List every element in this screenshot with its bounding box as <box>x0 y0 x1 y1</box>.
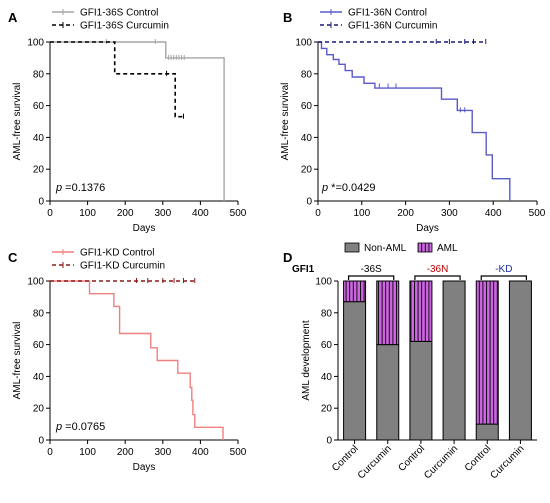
group-label: -36N <box>427 264 449 275</box>
y-tick-label: 0 <box>38 197 44 208</box>
x-tick-label: 500 <box>230 447 247 458</box>
group-bracket <box>480 275 528 280</box>
x-tick-label: Curcumin <box>422 443 460 481</box>
y-tick-label: 100 <box>295 38 312 49</box>
p-value-annotation: p =0.1376 <box>55 182 105 194</box>
y-tick-label: 100 <box>27 277 44 288</box>
x-tick-label: 300 <box>154 208 171 219</box>
legend-swatch-aml <box>417 242 433 253</box>
panel-label-c: C <box>8 250 18 265</box>
x-tick-label: 0 <box>47 208 53 219</box>
survival-curve-control <box>50 41 225 201</box>
x-tick-label: 100 <box>79 447 96 458</box>
x-tick-label: Control <box>463 443 494 474</box>
legend-label: GFI1-36S Control <box>80 8 158 19</box>
y-tick-label: 40 <box>321 372 333 383</box>
x-tick-label: Curcumin <box>488 443 526 481</box>
y-tick-label: 80 <box>33 69 45 80</box>
x-tick-label: 200 <box>397 208 414 219</box>
y-tick-label: 0 <box>38 436 44 447</box>
panel-label-b: B <box>283 10 292 25</box>
bar-non-aml <box>376 344 400 441</box>
km-panel-b: 0 20 40 60 80 100 0 100 200 300 400 500 Days AML-free… <box>280 8 546 235</box>
x-tick-label: Control <box>330 443 361 474</box>
group-label: -36S <box>361 264 382 275</box>
x-axis-label: Days <box>133 223 156 234</box>
y-tick-label: 80 <box>321 308 333 319</box>
x-tick-label: Control <box>396 443 427 474</box>
x-tick-label: 200 <box>117 208 134 219</box>
x-tick-label: 100 <box>353 208 370 219</box>
x-axis-label: Days <box>133 462 156 473</box>
legend-label: AML <box>437 243 458 254</box>
y-tick-label: 20 <box>301 165 313 176</box>
panel-label-d: D <box>283 250 292 265</box>
x-tick-label: 400 <box>192 208 209 219</box>
bar-non-aml <box>343 301 367 441</box>
y-tick-label: 20 <box>33 165 45 176</box>
x-tick-label: 300 <box>441 208 458 219</box>
legend-label: GFI1-KD Curcumin <box>80 261 165 272</box>
y-tick-label: 80 <box>301 69 313 80</box>
y-tick-label: 0 <box>306 197 312 208</box>
legend-label: GFI1-36S Curcumin <box>80 21 169 32</box>
y-tick-label: 20 <box>321 404 333 415</box>
survival-curve-control <box>318 41 511 201</box>
x-tick-label: 300 <box>154 447 171 458</box>
x-tick-label: 400 <box>192 447 209 458</box>
bar-aml <box>343 280 367 303</box>
legend-swatch-non-aml <box>344 242 360 253</box>
legend-label: GFI1-36N Curcumin <box>348 21 437 32</box>
survival-curve-curcumin <box>50 41 185 118</box>
y-axis-label: AML-free survival <box>280 83 291 161</box>
row-label: GFI1 <box>292 264 315 275</box>
y-tick-label: 20 <box>33 404 45 415</box>
x-tick-label: 100 <box>79 208 96 219</box>
y-tick-label: 60 <box>33 101 45 112</box>
x-tick-label: 500 <box>230 208 247 219</box>
p-value-annotation: p =0.0765 <box>55 421 105 433</box>
bar-non-aml <box>508 280 532 441</box>
x-tick-label: Curcumin <box>356 443 394 481</box>
y-tick-label: 60 <box>33 340 45 351</box>
x-tick-label: 0 <box>47 447 53 458</box>
legend-label: GFI1-KD Control <box>80 248 154 259</box>
x-axis-label: Days <box>416 223 439 234</box>
y-tick-label: 100 <box>27 38 44 49</box>
y-tick-label: 40 <box>33 133 45 144</box>
y-axis-label: AML development <box>301 320 312 400</box>
bar-aml <box>409 280 433 342</box>
group-label: -KD <box>495 264 512 275</box>
legend-label: Non-AML <box>364 243 407 254</box>
km-panel-a: 0 20 40 60 80 100 0 100 200 300 400 500 Days AML-free… <box>12 8 247 235</box>
bar-aml <box>475 280 499 425</box>
y-axis-label: AML-free survival <box>12 322 23 400</box>
p-value-annotation: p *=0.0429 <box>321 182 376 194</box>
y-tick-label: 80 <box>33 308 45 319</box>
bar-aml <box>376 280 400 346</box>
y-tick-label: 100 <box>315 277 332 288</box>
legend-label: GFI1-36N Control <box>348 8 427 19</box>
y-tick-label: 40 <box>301 133 313 144</box>
x-tick-label: 200 <box>117 447 134 458</box>
y-tick-label: 60 <box>321 340 333 351</box>
group-bracket <box>347 275 395 280</box>
bar-non-aml <box>442 280 466 441</box>
group-bracket <box>414 275 461 280</box>
km-panel-c: 0 20 40 60 80 100 0 100 200 300 400 500 Days AML-free… <box>12 248 247 474</box>
survival-curve-control <box>50 280 224 440</box>
x-tick-label: 500 <box>529 208 546 219</box>
panel-label-a: A <box>8 10 18 25</box>
bar-non-aml <box>475 423 499 441</box>
y-tick-label: 60 <box>301 101 313 112</box>
y-tick-label: 0 <box>326 436 332 447</box>
y-tick-label: 40 <box>33 372 45 383</box>
y-axis-label: AML-free survival <box>12 83 23 161</box>
bar-non-aml <box>409 340 433 441</box>
x-tick-label: 400 <box>485 208 502 219</box>
x-tick-label: 0 <box>315 208 321 219</box>
